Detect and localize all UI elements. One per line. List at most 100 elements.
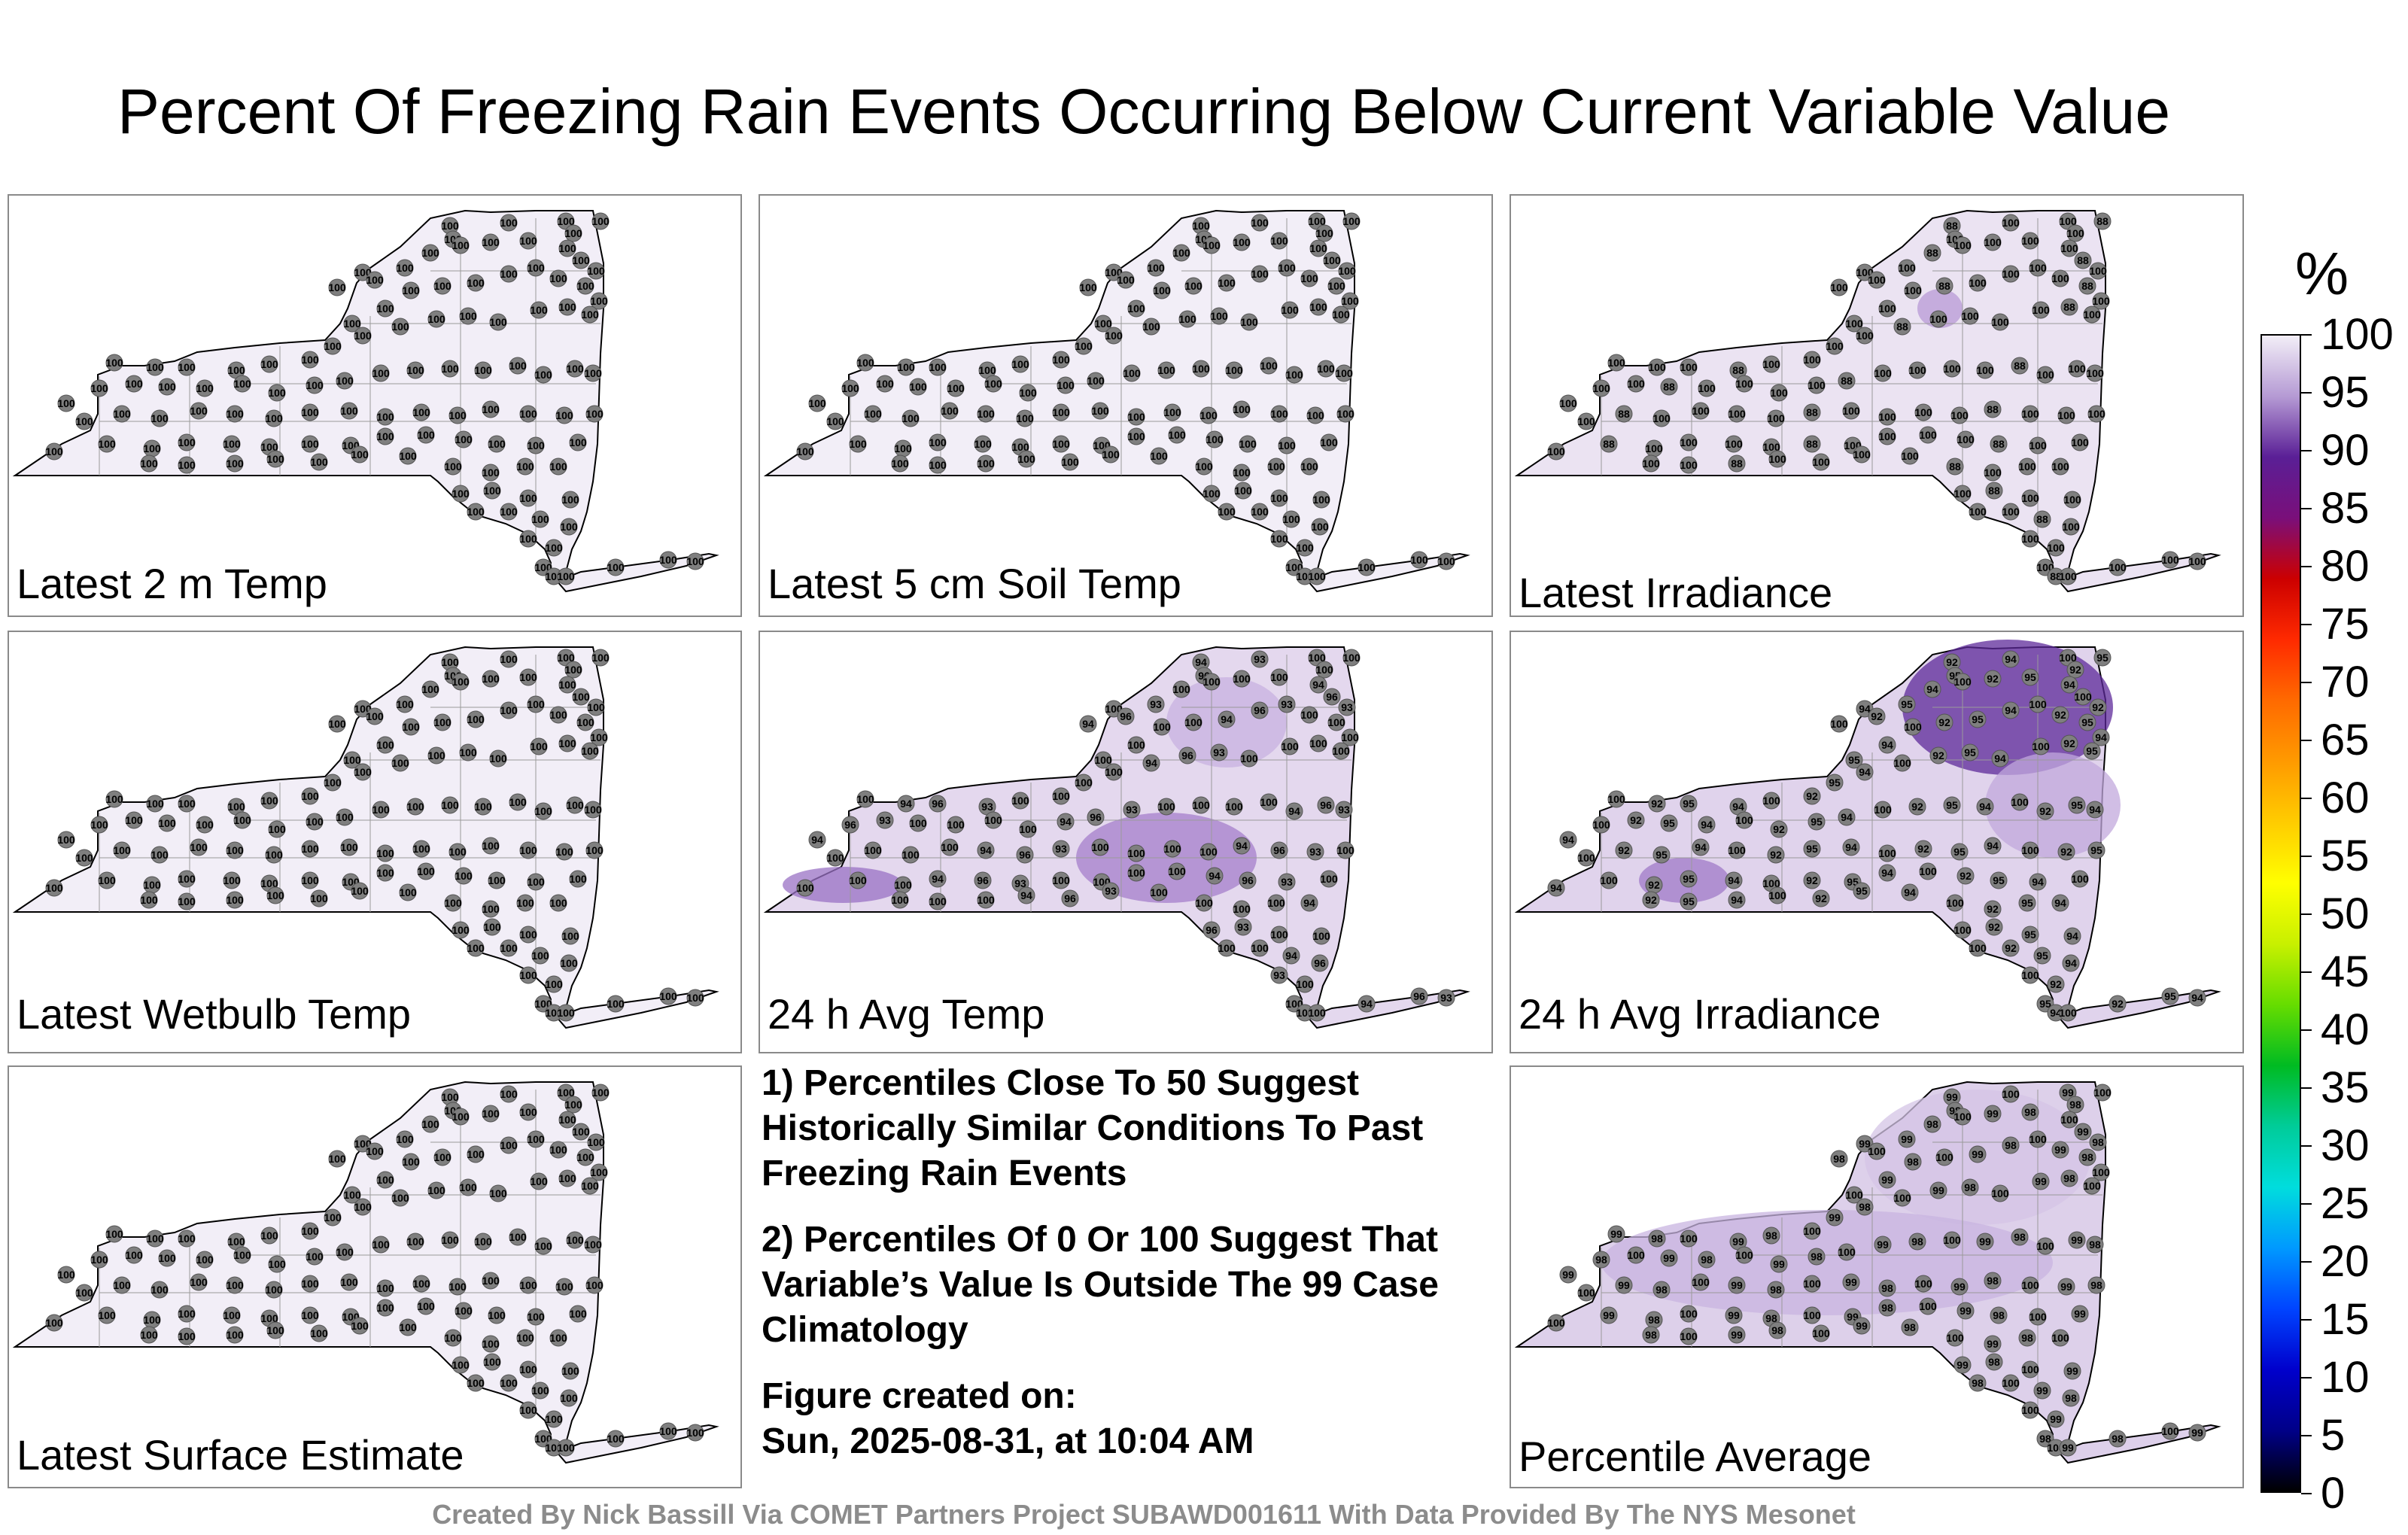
station-value: 98: [1972, 1377, 1984, 1389]
station-dot: [1577, 849, 1595, 867]
station-dot: [1842, 1273, 1860, 1291]
station-dot: [1648, 1230, 1666, 1248]
station-value: 99: [2054, 1144, 2066, 1156]
station-dot: [1698, 379, 1716, 397]
station-value: 100: [412, 843, 430, 855]
station-dot: [856, 790, 874, 808]
station-value: 100: [113, 408, 131, 420]
station-dot: [351, 1317, 369, 1335]
station-value: 100: [2083, 1180, 2101, 1192]
station-value: 88: [2063, 301, 2075, 313]
station-value: 100: [268, 387, 286, 399]
station-value: 100: [143, 442, 161, 454]
station-value: 100: [516, 897, 534, 909]
station-dot: [564, 1096, 582, 1114]
station-value: 100: [90, 1254, 108, 1266]
station-value: 100: [826, 415, 844, 427]
station-value: 100: [1270, 235, 1288, 247]
station-value: 100: [1969, 277, 1987, 289]
station-dot: [1147, 695, 1165, 713]
station-dot: [876, 811, 894, 829]
station-value: 92: [2069, 664, 2081, 676]
station-value: 93: [1273, 969, 1285, 981]
station-value: 100: [1225, 364, 1243, 376]
station-value: 100: [566, 1234, 584, 1246]
station-dot: [1332, 742, 1350, 760]
station-value: 100: [561, 494, 579, 506]
station-dot: [1251, 214, 1269, 232]
station-dot: [1019, 384, 1037, 402]
station-dot: [1057, 813, 1075, 831]
colorbar-tick-label: 45: [2321, 947, 2370, 996]
station-value: 100: [1853, 448, 1871, 460]
station-value: 100: [500, 1088, 518, 1100]
station-dot: [421, 1115, 439, 1133]
station-value: 100: [549, 460, 567, 473]
station-value: 100: [1878, 302, 1896, 315]
station-value: 100: [1577, 1287, 1595, 1299]
station-value: 100: [1206, 433, 1224, 445]
station-value: 100: [1904, 284, 1922, 296]
station-dot: [178, 870, 196, 888]
station-value: 100: [483, 921, 501, 933]
station-dot: [534, 1237, 552, 1255]
station-dot: [1826, 337, 1844, 355]
station-value: 100: [531, 513, 549, 525]
station-dot: [1770, 820, 1788, 838]
station-dot: [569, 433, 587, 451]
station-value: 100: [1317, 363, 1335, 375]
station-value: 100: [531, 1385, 549, 1397]
station-value: 100: [1052, 874, 1070, 886]
station-value: 100: [1893, 757, 1911, 769]
station-value: 100: [354, 766, 372, 778]
station-dot: [1234, 918, 1252, 936]
station-dot: [2060, 239, 2078, 257]
station-value: 100: [1102, 448, 1120, 460]
station-value: 96: [1413, 990, 1425, 1002]
station-value: 100: [2029, 439, 2047, 451]
station-value: 100: [459, 746, 477, 758]
station-dot: [474, 1233, 492, 1251]
station-value: 100: [527, 1311, 545, 1323]
station-value: 100: [1830, 281, 1848, 293]
station-value: 100: [849, 874, 867, 886]
station-dot: [1317, 796, 1335, 814]
station-value: 100: [1956, 433, 1975, 445]
station-value: 98: [2063, 1172, 2075, 1184]
station-value: 100: [90, 819, 108, 831]
station-dot: [140, 1326, 158, 1344]
station-dot: [2029, 1308, 2047, 1326]
station-dot: [2059, 1439, 2077, 1457]
station-value: 100: [1278, 262, 1296, 274]
station-value: 100: [336, 811, 354, 823]
station-dot: [1768, 1321, 1786, 1339]
station-value: 100: [113, 844, 131, 856]
station-dot: [196, 1251, 214, 1269]
station-dot: [974, 871, 992, 889]
station-dot: [1052, 403, 1070, 421]
station-dot: [421, 680, 439, 698]
station-value: 92: [2060, 846, 2072, 858]
station-value: 99: [1663, 1252, 1675, 1264]
station-value: 100: [260, 1230, 278, 1242]
station-dot: [1309, 676, 1327, 694]
station-dot: [260, 355, 278, 373]
station-value: 100: [488, 874, 506, 886]
station-dot: [2021, 668, 2039, 686]
station-dot: [576, 277, 594, 295]
station-value: 99: [2062, 1442, 2074, 1454]
station-dot: [1192, 796, 1210, 814]
station-value: 100: [564, 664, 582, 676]
station-value: 92: [1651, 798, 1663, 810]
station-dot: [1985, 482, 2003, 500]
station-dot: [1332, 305, 1350, 324]
station-value: 93: [1055, 843, 1067, 855]
station-value: 94: [811, 834, 823, 846]
station-dot: [402, 281, 420, 299]
station-dot: [984, 375, 1002, 393]
station-value: 99: [1979, 1236, 1991, 1248]
station-value: 93: [879, 814, 891, 826]
station-dot: [1856, 763, 1874, 781]
station-value: 100: [977, 457, 995, 470]
